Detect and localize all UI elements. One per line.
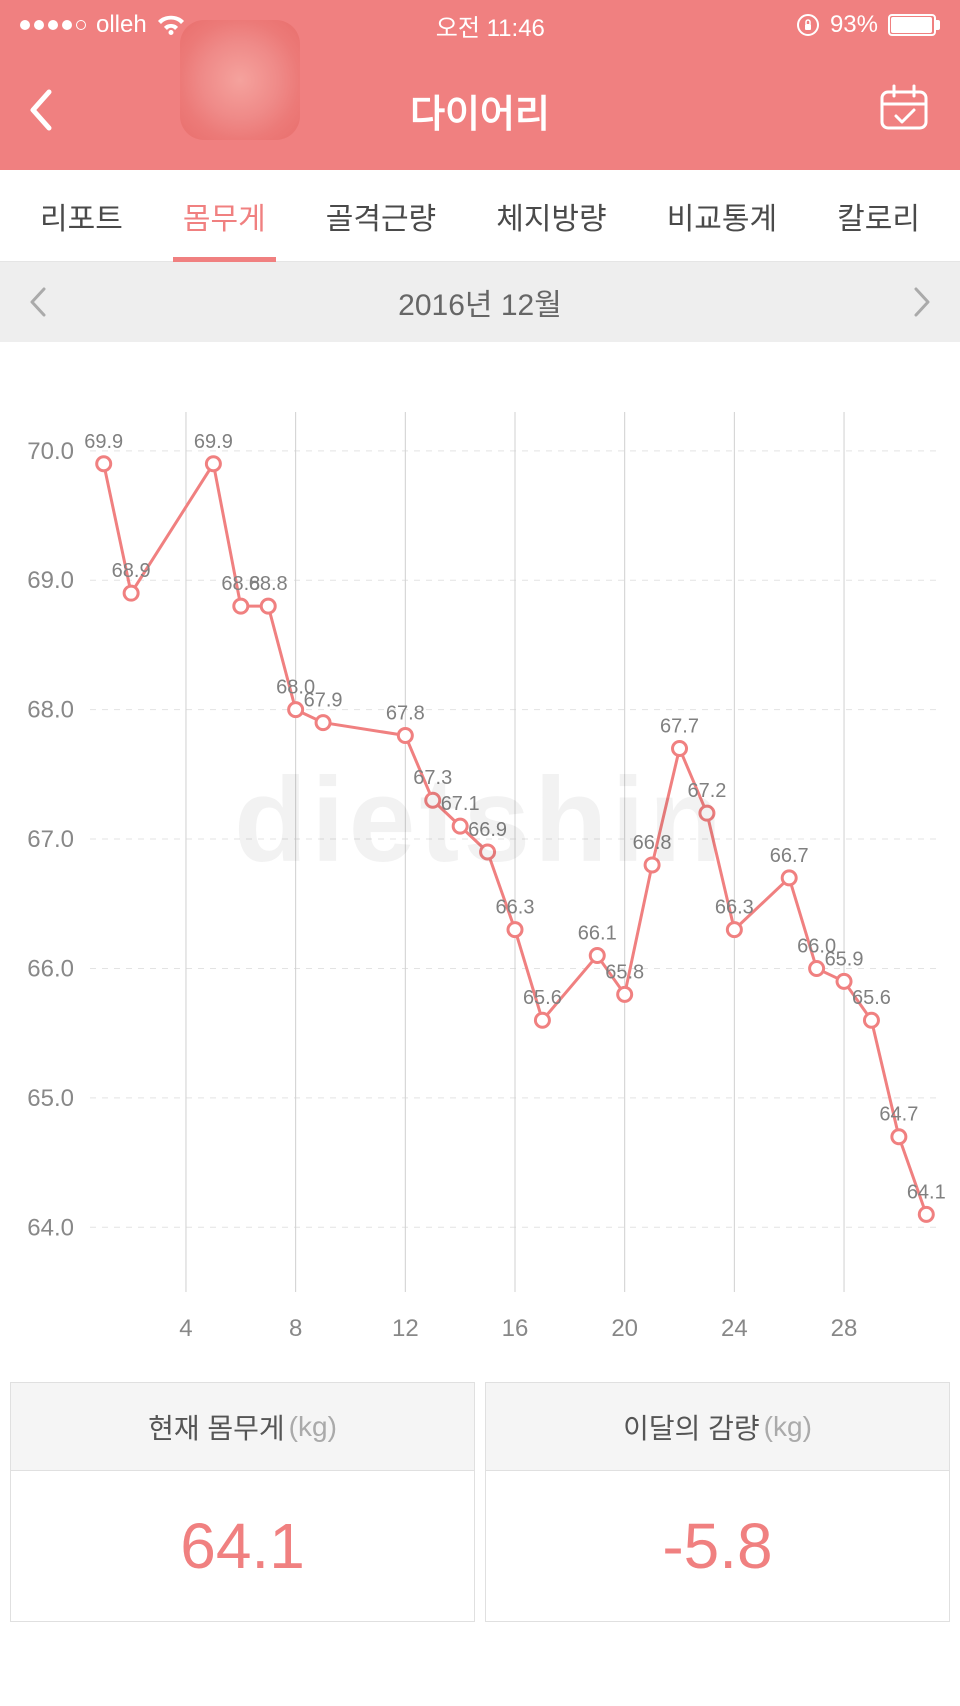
- tab-1[interactable]: 몸무게: [183, 170, 266, 261]
- svg-text:66.0: 66.0: [27, 955, 74, 982]
- svg-text:70.0: 70.0: [27, 438, 74, 465]
- carrier-label: olleh: [96, 11, 147, 39]
- svg-text:69.9: 69.9: [194, 431, 233, 453]
- svg-text:12: 12: [392, 1315, 419, 1342]
- svg-text:4: 4: [179, 1315, 192, 1342]
- svg-text:68.0: 68.0: [27, 697, 74, 724]
- month-label: 2016년 12월: [398, 280, 562, 324]
- current-weight-value: 64.1: [11, 1471, 474, 1621]
- monthly-loss-card: 이달의 감량 (kg) -5.8: [485, 1382, 950, 1622]
- svg-text:65.6: 65.6: [852, 987, 891, 1009]
- svg-text:65.9: 65.9: [825, 948, 864, 970]
- monthly-loss-label: 이달의 감량: [623, 1407, 760, 1447]
- svg-text:65.8: 65.8: [605, 961, 644, 983]
- chart-canvas: 64.0 65.0 66.0 67.0 68.0 69.0 70.0 4 8 12 16 20 24 28…: [0, 342, 960, 1382]
- current-weight-unit: (kg): [289, 1411, 337, 1443]
- back-button[interactable]: [0, 88, 80, 132]
- calendar-button[interactable]: [878, 84, 930, 137]
- status-time: 오전 11:46: [436, 8, 545, 43]
- svg-text:66.9: 66.9: [468, 819, 507, 841]
- svg-text:67.2: 67.2: [687, 780, 726, 802]
- weight-chart: 64.0 65.0 66.0 67.0 68.0 69.0 70.0 4 8 12 16 20 24 28…: [0, 342, 960, 1382]
- current-weight-label: 현재 몸무게: [148, 1407, 285, 1447]
- tab-3[interactable]: 체지방량: [496, 170, 606, 261]
- svg-text:8: 8: [289, 1315, 302, 1342]
- svg-text:28: 28: [831, 1315, 858, 1342]
- battery-icon: [888, 14, 940, 36]
- battery-percent: 93%: [830, 11, 878, 39]
- tab-4[interactable]: 비교통계: [667, 170, 777, 261]
- svg-text:66.3: 66.3: [715, 897, 754, 919]
- rotation-lock-icon: [796, 13, 820, 37]
- svg-text:69.9: 69.9: [84, 431, 123, 453]
- svg-text:65.6: 65.6: [523, 987, 562, 1009]
- signal-dots: [20, 20, 86, 30]
- status-bar: olleh 오전 11:46 93%: [0, 0, 960, 50]
- svg-text:66.8: 66.8: [633, 832, 672, 854]
- svg-text:67.9: 67.9: [304, 690, 343, 712]
- svg-text:68.9: 68.9: [112, 560, 151, 582]
- svg-text:67.8: 67.8: [386, 703, 425, 725]
- status-right: 93%: [796, 11, 940, 39]
- svg-text:65.0: 65.0: [27, 1085, 74, 1112]
- nav-bar: 다이어리: [0, 50, 960, 170]
- svg-text:67.0: 67.0: [27, 826, 74, 853]
- svg-text:67.7: 67.7: [660, 715, 699, 737]
- svg-text:16: 16: [502, 1315, 529, 1342]
- tab-5[interactable]: 칼로리: [837, 170, 920, 261]
- stats-row: 현재 몸무게 (kg) 64.1 이달의 감량 (kg) -5.8: [0, 1382, 960, 1638]
- svg-text:66.3: 66.3: [496, 897, 535, 919]
- monthly-loss-header: 이달의 감량 (kg): [486, 1383, 949, 1471]
- svg-text:24: 24: [721, 1315, 748, 1342]
- svg-text:68.8: 68.8: [249, 573, 288, 595]
- svg-text:20: 20: [611, 1315, 638, 1342]
- monthly-loss-unit: (kg): [764, 1411, 812, 1443]
- svg-text:64.0: 64.0: [27, 1214, 74, 1241]
- svg-text:67.1: 67.1: [441, 793, 480, 815]
- svg-text:64.7: 64.7: [879, 1104, 918, 1126]
- svg-text:69.0: 69.0: [27, 567, 74, 594]
- avatar[interactable]: [180, 20, 300, 140]
- svg-text:66.7: 66.7: [770, 845, 809, 867]
- svg-text:66.1: 66.1: [578, 923, 617, 945]
- wifi-icon: [157, 14, 185, 36]
- svg-text:64.1: 64.1: [907, 1181, 946, 1203]
- current-weight-card: 현재 몸무게 (kg) 64.1: [10, 1382, 475, 1622]
- month-next-button[interactable]: [912, 285, 932, 319]
- month-prev-button[interactable]: [28, 285, 48, 319]
- status-left: olleh: [20, 11, 185, 39]
- tab-2[interactable]: 골격근량: [326, 170, 436, 261]
- tab-0[interactable]: 리포트: [40, 170, 123, 261]
- page-title: 다이어리: [410, 83, 550, 138]
- tabs: 리포트 몸무게 골격근량 체지방량 비교통계 칼로리: [0, 170, 960, 262]
- month-nav: 2016년 12월: [0, 262, 960, 342]
- monthly-loss-value: -5.8: [486, 1471, 949, 1621]
- svg-text:67.3: 67.3: [413, 767, 452, 789]
- current-weight-header: 현재 몸무게 (kg): [11, 1383, 474, 1471]
